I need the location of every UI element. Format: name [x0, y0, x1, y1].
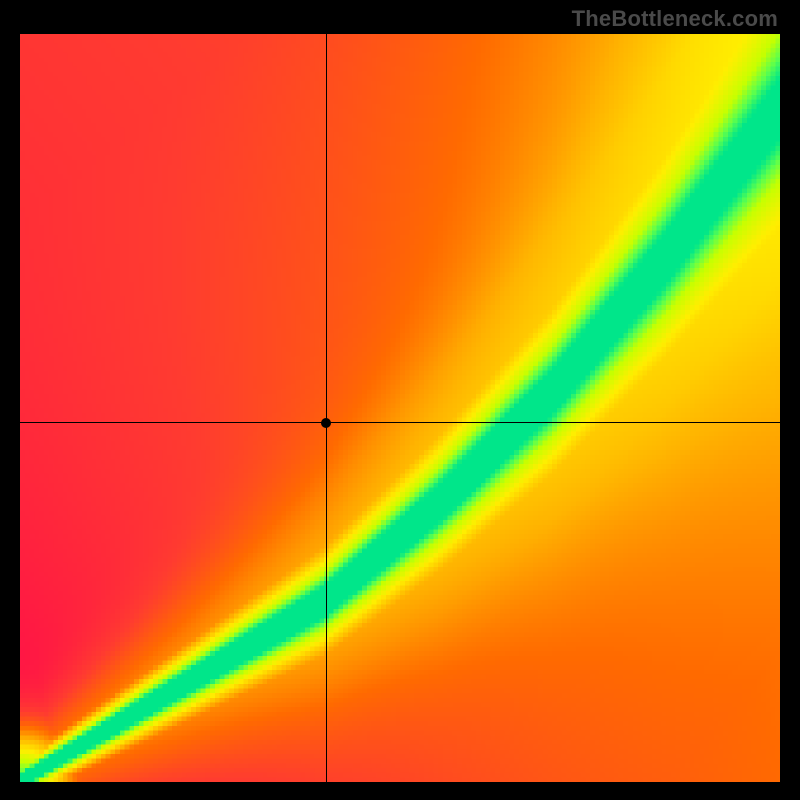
heatmap-plot	[20, 34, 780, 782]
crosshair-horizontal	[20, 422, 780, 423]
heatmap-canvas	[20, 34, 780, 782]
watermark-text: TheBottleneck.com	[572, 6, 778, 32]
crosshair-marker	[321, 418, 331, 428]
crosshair-vertical	[326, 34, 327, 782]
